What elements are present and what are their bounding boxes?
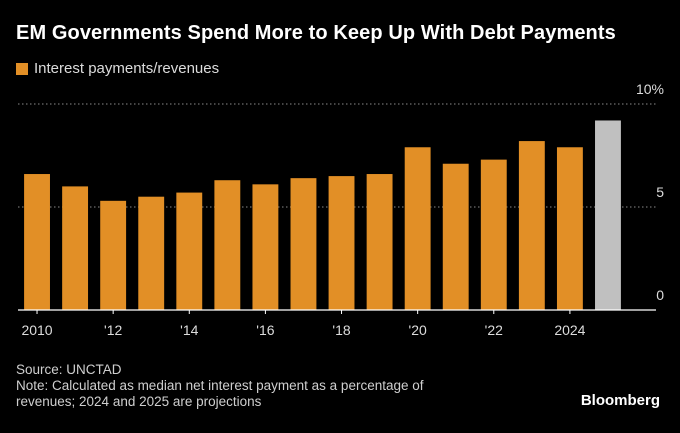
bar [290, 178, 317, 310]
note-text-line2: revenues; 2024 and 2025 are projections [16, 394, 262, 409]
bar [328, 176, 355, 310]
y-tick-label: 0 [656, 287, 664, 303]
bar [100, 200, 127, 310]
bar [214, 180, 241, 310]
bar [138, 196, 165, 310]
x-tick-label: '18 [332, 322, 350, 338]
x-tick-label: '20 [409, 322, 427, 338]
y-tick-label: 5 [656, 184, 664, 200]
bar [62, 186, 89, 310]
bar-chart: 0 5 10% 2010 '12 '14 '16 '18 '20 '22 2024 [18, 81, 664, 338]
bar [404, 147, 431, 310]
bar [176, 192, 203, 310]
chart-title: EM Governments Spend More to Keep Up Wit… [16, 22, 616, 44]
bar [252, 184, 279, 310]
note-text-line1: Note: Calculated as median net interest … [16, 378, 424, 393]
bar [24, 174, 50, 310]
x-tick-label: '12 [104, 322, 122, 338]
legend: Interest payments/revenues [16, 60, 219, 77]
bar [556, 147, 583, 310]
y-tick-label: 10% [636, 81, 664, 97]
x-tick-label: '14 [180, 322, 198, 338]
x-tick-label: 2010 [21, 322, 52, 338]
x-tick-label: '16 [256, 322, 274, 338]
bar-projection [595, 120, 621, 310]
legend-label: Interest payments/revenues [34, 60, 220, 77]
x-tick-label: '22 [485, 322, 503, 338]
bar [480, 159, 507, 310]
bar [518, 141, 545, 310]
bloomberg-logo: Bloomberg [580, 392, 660, 409]
footer: Source: UNCTAD Note: Calculated as media… [16, 362, 424, 410]
bar [366, 174, 393, 310]
x-tick-label: 2024 [554, 322, 585, 338]
legend-swatch [16, 62, 28, 75]
bar [442, 163, 469, 310]
source-text: Source: UNCTAD [16, 362, 122, 377]
axes: 0 5 10% 2010 '12 '14 '16 '18 '20 '22 2024 [18, 81, 664, 338]
bars [24, 120, 621, 310]
